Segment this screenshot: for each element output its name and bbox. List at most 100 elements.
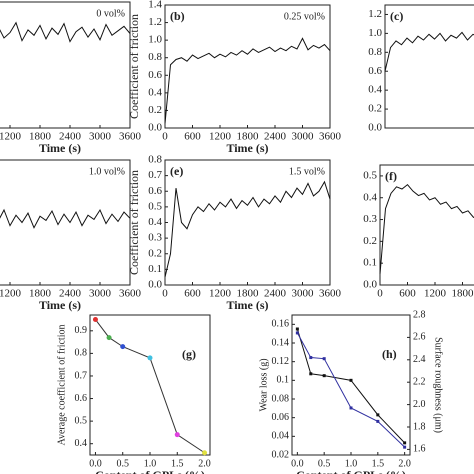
y2-tick-label: 2.4 <box>413 354 426 365</box>
y-tick-label: 0.08 <box>272 393 290 404</box>
x-tick-label: 0.0 <box>89 458 102 469</box>
friction-trace <box>379 183 474 275</box>
y-tick-label: 0.04 <box>272 431 290 442</box>
x-tick-label: 3000 <box>292 288 315 300</box>
y-tick-label: 0.6 <box>75 393 88 404</box>
y-tick-label: 0.0 <box>148 122 162 134</box>
point <box>349 378 353 382</box>
point <box>309 356 313 360</box>
y-tick-label: 0.4 <box>75 438 88 449</box>
y-tick-label: 0.2 <box>363 235 377 247</box>
point <box>322 374 326 378</box>
y-tick-label: 0.14 <box>272 337 290 348</box>
panel-label: (g) <box>182 347 196 361</box>
panel-label: (e) <box>170 164 183 178</box>
y-tick-label: 0.5 <box>363 169 377 181</box>
y-tick-label: 0.9 <box>75 325 88 336</box>
y-tick-label: 0.06 <box>272 412 290 423</box>
point <box>295 327 299 331</box>
x-tick-label: 2400 <box>264 131 287 143</box>
y-tick-label: 0.2 <box>368 103 382 115</box>
plot-frame <box>0 1 131 129</box>
y-tick-label: 0.4 <box>148 216 162 228</box>
x-tick-label: 1200 <box>209 288 232 300</box>
x-tick-label: 2400 <box>59 288 82 300</box>
y-tick-label: 0.0 <box>368 122 382 134</box>
x-tick-label: 2400 <box>264 288 287 300</box>
y-tick-label: 0.8 <box>368 46 382 58</box>
plot-frame <box>291 314 411 456</box>
y-axis-label: Coefficient of friction <box>127 170 141 275</box>
annotation: 0.25 vol% <box>284 11 325 22</box>
point <box>295 331 299 335</box>
y-tick-label: 0.7 <box>148 169 162 181</box>
x-axis-label: Time (s) <box>39 141 81 155</box>
x-axis-label: Time (s) <box>39 298 81 312</box>
y-tick-label: 0.4 <box>363 191 377 203</box>
x-tick-label: 3000 <box>89 288 112 300</box>
y-tick-label: 0.5 <box>148 200 162 212</box>
y-tick-label: 1.2 <box>368 8 382 20</box>
annotation: 0 vol% <box>96 8 125 19</box>
y-tick-label: 0.1 <box>148 263 162 275</box>
annotation: 1.0 vol% <box>89 166 125 177</box>
y-tick-label: 0.12 <box>272 356 290 367</box>
y2-tick-label: 2.6 <box>413 332 426 343</box>
x-tick-label: 3600 <box>119 131 142 143</box>
plot-frame <box>379 164 474 286</box>
y-tick-label: 0.0 <box>363 279 377 291</box>
y-tick-label: 1.2 <box>148 16 162 28</box>
y-tick-label: 0.0 <box>148 279 162 291</box>
point <box>106 335 112 341</box>
x-tick-label: 0.0 <box>291 458 304 469</box>
y-tick-label: 0.4 <box>368 84 382 96</box>
panel-label: (c) <box>390 9 403 23</box>
y-tick-label: 0.16 <box>272 319 290 330</box>
x-tick-label: 3000 <box>292 131 315 143</box>
y2-tick-label: 1.8 <box>413 421 426 432</box>
y2-tick-label: 1.6 <box>413 444 426 455</box>
x-tick-label: 3000 <box>89 131 112 143</box>
y2-tick-label: 2.8 <box>413 309 426 320</box>
series-line <box>296 328 405 444</box>
friction-trace <box>0 208 131 229</box>
y-tick-label: 0.1 <box>363 257 377 269</box>
y-tick-label: 0.6 <box>148 185 162 197</box>
plot-frame <box>0 159 131 286</box>
x-tick-label: 1.0 <box>144 458 157 469</box>
plot-frame <box>164 4 331 129</box>
point <box>202 450 208 456</box>
x-tick-label: 1800 <box>237 288 260 300</box>
point <box>349 406 353 410</box>
x-axis-label: Time (s) <box>226 141 268 155</box>
x-tick-label: 600 <box>184 131 201 143</box>
connect-line <box>95 319 205 454</box>
x-tick-label: 1800 <box>29 288 52 300</box>
point <box>174 432 180 438</box>
panel-label: (h) <box>382 347 397 361</box>
x-tick-label: 2.0 <box>398 458 411 469</box>
x-tick-label: 1200 <box>0 288 22 300</box>
y-tick-label: 0.2 <box>148 247 162 259</box>
x-tick-label: 1.0 <box>345 458 358 469</box>
x-tick-label: 1.5 <box>171 458 184 469</box>
x-tick-label: 1800 <box>29 131 52 143</box>
y-tick-label: 0.3 <box>363 213 377 225</box>
y-tick-label: 0.5 <box>75 415 88 426</box>
x-tick-label: 600 <box>399 288 416 300</box>
friction-trace <box>164 37 331 124</box>
x-tick-label: 2.0 <box>198 458 211 469</box>
point <box>309 372 313 376</box>
x-axis-label: Content of GPLs (%) <box>296 468 406 474</box>
y-tick-label: 0.6 <box>148 69 162 81</box>
x-tick-label: 3600 <box>319 288 342 300</box>
y-tick-label: 0.8 <box>148 154 162 166</box>
x-tick-label: 3600 <box>119 288 142 300</box>
y2-tick-label: 2.2 <box>413 376 426 387</box>
y-axis-label: Average coefficient of friction <box>56 325 67 446</box>
y2-tick-label: 2.0 <box>413 399 426 410</box>
point <box>147 355 153 361</box>
x-tick-label: 600 <box>184 288 201 300</box>
x-axis-label: Time (s) <box>226 298 268 312</box>
